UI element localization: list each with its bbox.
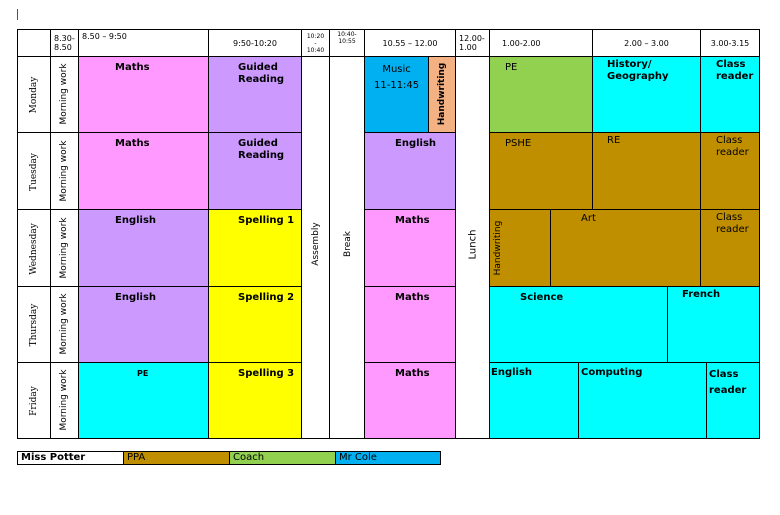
lesson-wednesday-english: English: [78, 209, 209, 287]
morning-work-friday: Morning work: [50, 362, 79, 439]
lesson-tuesday-re: RE: [592, 132, 701, 210]
lesson-friday-maths: Maths: [364, 362, 456, 439]
day-cell-tuesday: Tuesday: [17, 132, 51, 210]
day-cell-wednesday: Wednesday: [17, 209, 51, 287]
assembly-block: Assembly: [301, 56, 330, 439]
day-label-wednesday: Wednesday: [29, 223, 39, 275]
assembly-label: Assembly: [311, 222, 321, 266]
header-time-0850: 8.50 – 9:50: [78, 29, 209, 57]
lesson-monday-handwriting: Handwriting: [428, 56, 456, 133]
lesson-thursday-french: French: [667, 286, 760, 363]
lesson-tuesday-pshe: PSHE: [489, 132, 593, 210]
morning-work-tuesday: Morning work: [50, 132, 79, 210]
day-cell-thursday: Thursday: [17, 286, 51, 363]
lesson-wednesday-spelling: Spelling 1: [208, 209, 302, 287]
header-time-0300: 3.00-3.15: [700, 29, 760, 57]
morning-work-wednesday: Morning work: [50, 209, 79, 287]
day-cell-friday: Friday: [17, 362, 51, 439]
lunch-block: Lunch: [455, 56, 490, 439]
text-cursor: [17, 9, 18, 20]
lesson-wednesday-art: Art: [550, 209, 701, 287]
legend-ppa: PPA: [123, 451, 230, 465]
lesson-tuesday-class-reader: Class reader: [700, 132, 760, 210]
break-block: Break: [329, 56, 365, 439]
lesson-thursday-spelling: Spelling 2: [208, 286, 302, 363]
header-time-1020: 10:20 - 10:40: [301, 29, 330, 57]
lesson-friday-pe: PE: [78, 362, 209, 439]
lesson-friday-class-reader: Class reader: [706, 362, 760, 439]
header-time-1055: 10.55 – 12.00: [364, 29, 456, 57]
header-time-0950: 9:50-10:20: [208, 29, 302, 57]
lesson-friday-spelling: Spelling 3: [208, 362, 302, 439]
header-time-1040: 10:40- 10:55: [329, 29, 365, 57]
lesson-wednesday-handwriting: Handwriting: [489, 209, 551, 287]
morning-work-monday: Morning work: [50, 56, 79, 133]
lesson-thursday-science: Science: [489, 286, 668, 363]
day-cell-monday: Monday: [17, 56, 51, 133]
lunch-label: Lunch: [467, 229, 479, 260]
day-label-friday: Friday: [29, 386, 39, 416]
lesson-tuesday-guided-reading: Guided Reading: [208, 132, 302, 210]
lesson-friday-computing: Computing: [578, 362, 707, 439]
header-time-0830: 8.30- 8.50: [50, 29, 79, 57]
lesson-monday-pe: PE: [489, 56, 593, 133]
header-corner: [17, 29, 51, 57]
lesson-wednesday-class-reader: Class reader: [700, 209, 760, 287]
day-label-thursday: Thursday: [29, 303, 39, 347]
lesson-tuesday-maths: Maths: [78, 132, 209, 210]
legend-coach: Coach: [229, 451, 336, 465]
header-time-0100: 1.00-2.00: [489, 29, 593, 57]
lesson-monday-class-reader: Class reader: [700, 56, 760, 133]
lesson-wednesday-maths: Maths: [364, 209, 456, 287]
lesson-tuesday-english: English: [364, 132, 456, 210]
lesson-monday-maths: Maths: [78, 56, 209, 133]
legend-miss-potter: Miss Potter: [17, 451, 124, 465]
lesson-monday-guided-reading: Guided Reading: [208, 56, 302, 133]
lesson-monday-music: Music 11-11:45: [364, 56, 429, 133]
day-label-tuesday: Tuesday: [29, 153, 39, 191]
lesson-friday-english: English: [489, 362, 579, 439]
header-time-1200: 12.00- 1.00: [455, 29, 490, 57]
day-label-monday: Monday: [29, 76, 39, 114]
lesson-thursday-english: English: [78, 286, 209, 363]
break-label: Break: [343, 231, 353, 257]
lesson-monday-history-geography: History/ Geography: [592, 56, 701, 133]
legend-mr-cole: Mr Cole: [335, 451, 441, 465]
lesson-thursday-maths: Maths: [364, 286, 456, 363]
header-time-0200: 2.00 – 3.00: [592, 29, 701, 57]
morning-work-thursday: Morning work: [50, 286, 79, 363]
